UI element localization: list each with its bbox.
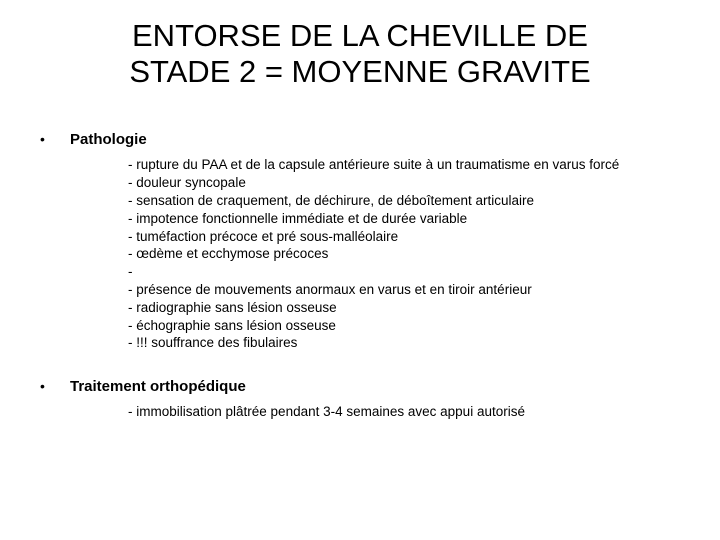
section-heading-traitement: Traitement orthopédique <box>70 378 246 395</box>
list-item: - impotence fonctionnelle immédiate et d… <box>128 210 690 228</box>
list-item: - !!! souffrance des fibulaires <box>128 334 690 352</box>
list-item: - tuméfaction précoce et pré sous-malléo… <box>128 228 690 246</box>
title-line-1: ENTORSE DE LA CHEVILLE DE <box>132 18 588 53</box>
traitement-items: - immobilisation plâtrée pendant 3-4 sem… <box>128 403 690 421</box>
slide-title: ENTORSE DE LA CHEVILLE DE STADE 2 = MOYE… <box>30 18 690 89</box>
list-item: - radiographie sans lésion osseuse <box>128 299 690 317</box>
list-item: - <box>128 263 690 281</box>
list-item: - immobilisation plâtrée pendant 3-4 sem… <box>128 403 690 421</box>
list-item: - rupture du PAA et de la capsule antéri… <box>128 156 690 174</box>
list-item: - œdème et ecchymose précoces <box>128 245 690 263</box>
list-item: - sensation de craquement, de déchirure,… <box>128 192 690 210</box>
bullet-icon: • <box>40 131 70 147</box>
section-heading-pathologie: Pathologie <box>70 131 147 148</box>
list-item: - échographie sans lésion osseuse <box>128 317 690 335</box>
section-pathologie: • Pathologie <box>40 131 690 148</box>
pathologie-items: - rupture du PAA et de la capsule antéri… <box>128 156 690 352</box>
section-traitement: • Traitement orthopédique <box>40 378 690 395</box>
title-line-2: STADE 2 = MOYENNE GRAVITE <box>129 54 590 89</box>
list-item: - douleur syncopale <box>128 174 690 192</box>
list-item: - présence de mouvements anormaux en var… <box>128 281 690 299</box>
bullet-icon: • <box>40 378 70 394</box>
